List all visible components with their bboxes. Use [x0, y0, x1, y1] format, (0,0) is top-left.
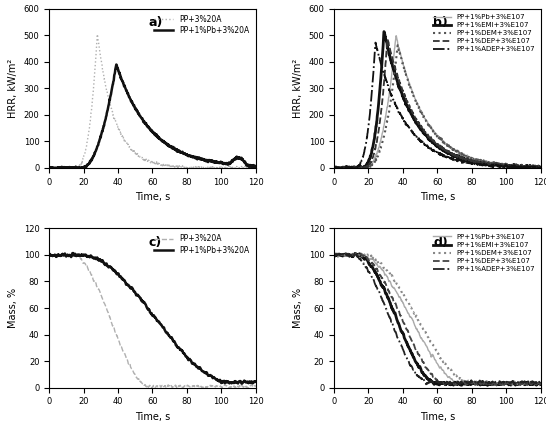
X-axis label: Time, s: Time, s	[135, 412, 170, 422]
Y-axis label: HRR, kW/m²: HRR, kW/m²	[8, 58, 18, 118]
Legend: PP+3%20A, PP+1%Pb+3%20A: PP+3%20A, PP+1%Pb+3%20A	[152, 232, 252, 257]
X-axis label: Time, s: Time, s	[420, 412, 455, 422]
Text: c): c)	[149, 236, 162, 249]
Text: a): a)	[149, 17, 163, 29]
Legend: PP+3%20A, PP+1%Pb+3%20A: PP+3%20A, PP+1%Pb+3%20A	[152, 12, 252, 37]
X-axis label: Time, s: Time, s	[420, 192, 455, 202]
Y-axis label: Mass, %: Mass, %	[293, 288, 303, 328]
Y-axis label: HRR, kW/m²: HRR, kW/m²	[293, 58, 303, 118]
Text: d): d)	[433, 236, 448, 249]
Y-axis label: Mass, %: Mass, %	[8, 288, 18, 328]
Legend: PP+1%Pb+3%E107, PP+1%EMI+3%E107, PP+1%DEM+3%E107, PP+1%DEP+3%E107, PP+1%ADEP+3%E: PP+1%Pb+3%E107, PP+1%EMI+3%E107, PP+1%DE…	[431, 232, 537, 274]
Text: b): b)	[433, 17, 448, 29]
X-axis label: Time, s: Time, s	[135, 192, 170, 202]
Legend: PP+1%Pb+3%E107, PP+1%EMI+3%E107, PP+1%DEM+3%E107, PP+1%DEP+3%E107, PP+1%ADEP+3%E: PP+1%Pb+3%E107, PP+1%EMI+3%E107, PP+1%DE…	[431, 12, 537, 55]
